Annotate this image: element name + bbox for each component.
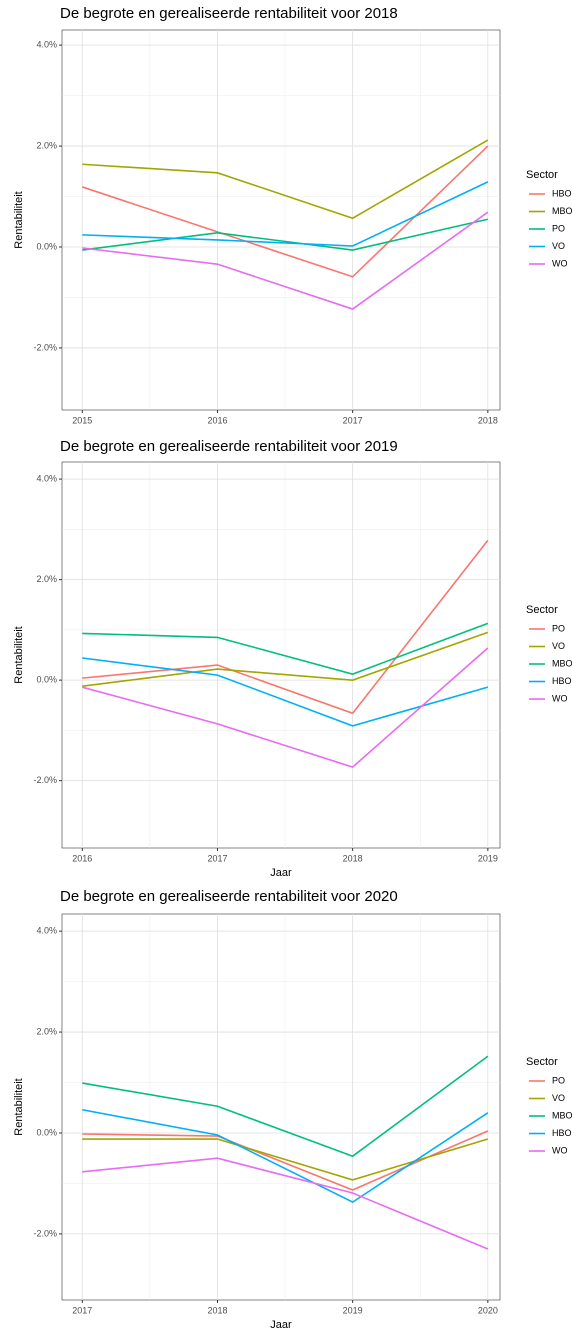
- y-tick-label: 0.0%: [36, 1127, 57, 1137]
- legend-label: VO: [552, 1093, 565, 1103]
- legend-title: Sector: [526, 1056, 558, 1068]
- x-tick-label: 2017: [207, 853, 227, 863]
- series-line: [82, 139, 489, 220]
- legend-label: WO: [552, 258, 568, 268]
- series-line: [82, 647, 489, 768]
- x-tick-label: 2016: [72, 853, 92, 863]
- y-tick-label: -2.0%: [33, 342, 57, 352]
- y-tick-label: 2.0%: [36, 140, 57, 150]
- x-tick-label: 2019: [478, 853, 498, 863]
- y-tick-label: -2.0%: [33, 1228, 57, 1238]
- y-tick-label: 4.0%: [36, 926, 57, 936]
- panel: [61, 913, 501, 1301]
- series-line: [82, 1130, 489, 1191]
- legend-label: HBO: [552, 1128, 572, 1138]
- y-axis-title: Rentabiliteit: [13, 1078, 25, 1135]
- legend-label: WO: [552, 1145, 568, 1155]
- series-line: [82, 1108, 489, 1204]
- series-line: [82, 631, 489, 687]
- panel: [61, 29, 501, 411]
- x-tick-label: 2020: [478, 1305, 498, 1315]
- legend-label: HBO: [552, 188, 572, 198]
- x-tick-label: 2015: [72, 415, 92, 425]
- x-axis-title: Jaar: [270, 867, 292, 879]
- chart-title: De begrote en gerealiseerde rentabilitei…: [60, 5, 398, 22]
- legend-label: VO: [552, 241, 565, 251]
- x-tick-label: 2017: [72, 1305, 92, 1315]
- chart-title: De begrote en gerealiseerde rentabilitei…: [60, 438, 398, 455]
- x-tick-label: 2016: [207, 415, 227, 425]
- x-tick-label: 2018: [207, 1305, 227, 1315]
- series-line: [82, 211, 489, 310]
- series-line: [82, 622, 489, 675]
- chart-title: De begrote en gerealiseerde rentabilitei…: [60, 888, 398, 905]
- legend-label: HBO: [552, 676, 572, 686]
- y-tick-label: 4.0%: [36, 40, 57, 50]
- y-tick-label: 2.0%: [36, 574, 57, 584]
- x-tick-label: 2017: [343, 415, 363, 425]
- x-tick-label: 2018: [343, 853, 363, 863]
- legend-label: PO: [552, 623, 565, 633]
- y-tick-label: 2.0%: [36, 1026, 57, 1036]
- legend-label: MBO: [552, 206, 572, 216]
- series-line: [82, 145, 489, 278]
- legend-label: PO: [552, 223, 565, 233]
- series-line: [82, 1157, 489, 1250]
- series-line: [82, 181, 489, 247]
- y-axis-title: Rentabiliteit: [13, 191, 25, 248]
- legend-label: VO: [552, 641, 565, 651]
- legend-title: Sector: [526, 604, 558, 616]
- y-tick-label: -2.0%: [33, 775, 57, 785]
- legend-title: Sector: [526, 169, 558, 181]
- legend-label: WO: [552, 693, 568, 703]
- legend-label: PO: [552, 1075, 565, 1085]
- x-tick-label: 2018: [478, 415, 498, 425]
- y-axis-title: Rentabiliteit: [13, 626, 25, 683]
- series-line: [82, 1138, 489, 1181]
- x-axis-title: Jaar: [270, 1319, 292, 1331]
- legend-label: MBO: [552, 1110, 572, 1120]
- series-line: [82, 539, 489, 715]
- legend-label: MBO: [552, 658, 572, 668]
- x-tick-label: 2019: [343, 1305, 363, 1315]
- y-tick-label: 0.0%: [36, 241, 57, 251]
- series-line: [82, 1055, 489, 1158]
- series-line: [82, 218, 489, 251]
- y-tick-label: 0.0%: [36, 675, 57, 685]
- y-tick-label: 4.0%: [36, 473, 57, 483]
